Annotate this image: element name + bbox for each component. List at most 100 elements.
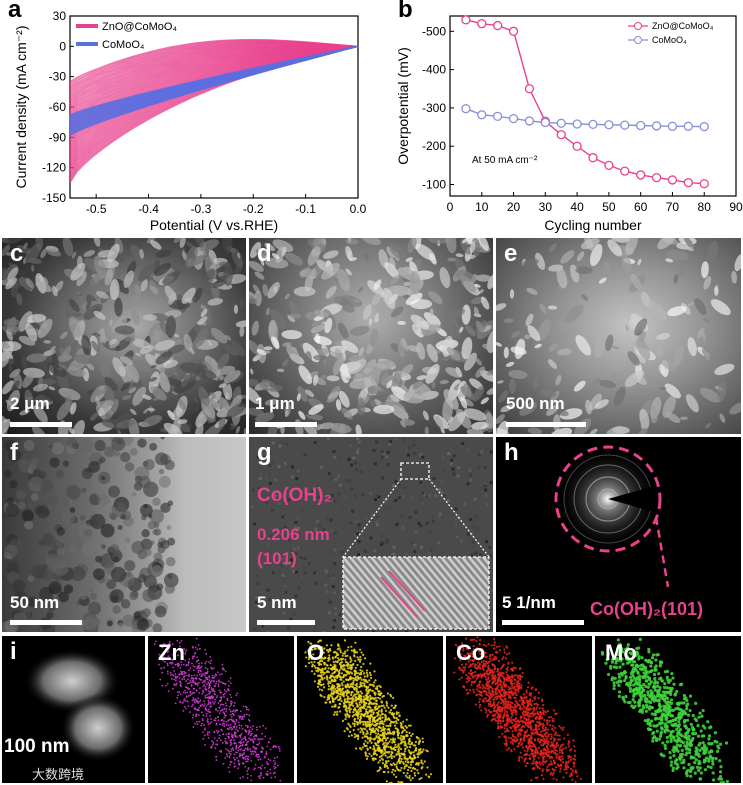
sem-texture-c xyxy=(2,238,246,434)
scalebar-label-g: 5 nm xyxy=(257,593,297,612)
chart-a-ytick: 0 xyxy=(59,39,66,53)
chart-b-xtick: 20 xyxy=(507,200,521,214)
chart-b-xlabel: Cycling number xyxy=(544,217,642,233)
sem-texture-e xyxy=(496,238,741,434)
panel-label-b: b xyxy=(398,0,413,23)
plane-label: (101) xyxy=(257,549,297,568)
chart-a-xtick: -0.5 xyxy=(86,202,107,216)
series-point-0 xyxy=(620,166,630,176)
chart-a-xtick: -0.3 xyxy=(191,202,212,216)
scalebar-f xyxy=(10,620,82,625)
cv-curve-zno xyxy=(69,38,359,83)
panel-label-c: c xyxy=(10,240,24,267)
panel-label-a: a xyxy=(8,0,22,23)
chart-b-xtick: 60 xyxy=(634,200,648,214)
scalebar-label-d: 1 μm xyxy=(255,394,295,413)
watermark: 大数跨境 xyxy=(32,767,85,782)
chart-a-xtick: 0.0 xyxy=(350,202,367,216)
hrtem-zoom-line-right xyxy=(428,478,490,558)
haadf-texture xyxy=(24,649,136,762)
panel-i-haadf-image: i 100 nm 大数跨境 xyxy=(2,636,145,783)
chart-a: -0.5 -0.4 -0.3 -0.2 -0.1 0.0 30 0 -30 -60 -90 -120 -… xyxy=(13,9,367,233)
chart-b: 0 10 20 30 40 50 60 70 80 90-500-400-300-200-100 … xyxy=(395,15,743,233)
chart-b-ytick: -200 xyxy=(422,139,446,153)
scalebar-label-f: 50 nm xyxy=(10,593,60,612)
beam-stop xyxy=(608,477,686,521)
scalebar-d xyxy=(255,422,317,427)
scalebar-c xyxy=(10,422,72,427)
series-point-1 xyxy=(699,122,709,132)
scalebar-label-h: 5 1/nm xyxy=(502,593,556,612)
series-point-0 xyxy=(588,153,598,163)
series-point-0 xyxy=(477,19,487,29)
legend-b-label: ZnO@CoMoO₄ xyxy=(652,21,714,31)
panel-label-i: i xyxy=(10,638,17,665)
eds-map-o: O xyxy=(297,636,443,783)
chart-b-ytick: -500 xyxy=(422,24,446,38)
panel-b: b 0 10 20 30 40 50 60 70 80 90 -500 -400 -300 -200 -10… xyxy=(372,0,743,235)
chart-b-xtick: 90 xyxy=(729,200,743,214)
element-label-zn: Zn xyxy=(158,640,185,665)
chart-a-ytick: -120 xyxy=(42,161,66,175)
chart-b-xtick: 40 xyxy=(570,200,584,214)
diffraction-ring-marker xyxy=(554,445,662,553)
panel-label-g: g xyxy=(257,439,272,466)
series-point-0 xyxy=(683,177,693,188)
hrtem-zoom-line-left xyxy=(342,478,402,558)
ring-pointer xyxy=(654,516,670,588)
series-point-0 xyxy=(524,84,535,94)
series-point-0 xyxy=(556,130,566,140)
series-point-1 xyxy=(667,121,678,131)
d-spacing-label: 0.206 nm xyxy=(257,525,330,544)
series-point-0 xyxy=(508,26,519,36)
cv-curve-comoo4 xyxy=(69,45,359,116)
series-point-0 xyxy=(493,20,503,31)
panel-f-tem-image: f 50 nm xyxy=(2,437,246,632)
lattice-marker-2 xyxy=(388,570,426,612)
chart-a-ylabel: Current density (mA cm⁻²) xyxy=(13,26,29,189)
panel-label-d: d xyxy=(257,240,272,267)
series-point-1 xyxy=(636,120,646,131)
legend-b-marker xyxy=(634,36,642,44)
series-point-1 xyxy=(508,113,519,124)
legend-a-label: CoMoO₄ xyxy=(102,39,145,51)
legend-a-label: ZnO@CoMoO₄ xyxy=(102,21,177,33)
eds-map-mo: Mo xyxy=(595,636,741,783)
eds-map-co: Co xyxy=(446,636,592,783)
series-point-1 xyxy=(477,110,487,120)
series-point-0 xyxy=(667,175,678,185)
panel-c-sem-image: c 2 μm xyxy=(2,238,246,434)
series-point-1 xyxy=(604,120,614,130)
panel-label-f: f xyxy=(10,439,18,466)
series-point-0 xyxy=(699,179,709,189)
ring-label: Co(OH)₂(101) xyxy=(590,599,704,619)
panel-e-sem-image: e 500 nm xyxy=(496,238,741,434)
chart-a-ytick: -30 xyxy=(49,70,67,84)
hrtem-texture-g xyxy=(249,437,493,632)
series-point-0 xyxy=(651,172,662,183)
series-point-0 xyxy=(636,170,646,180)
chart-a-ytick: -150 xyxy=(42,191,66,205)
chart-a-xtick: -0.4 xyxy=(138,202,159,216)
hrtem-inset xyxy=(342,556,490,630)
chart-b-annotation: At 50 mA cm⁻² xyxy=(472,155,538,166)
series-point-1 xyxy=(683,121,693,131)
chart-b-xtick: 50 xyxy=(602,200,616,214)
chart-b-xtick: 80 xyxy=(698,200,712,214)
chart-b-ytick: -100 xyxy=(422,178,446,192)
chart-b-xtick: 70 xyxy=(666,200,680,214)
panel-a: a -0.5 -0.4 -0.3 -0.2 -0.1 0.0 30 0 -30 -60 -90 -12… xyxy=(0,0,372,235)
panel-h-saed-pattern: h 5 1/nm Co(OH)₂(101) xyxy=(496,437,741,632)
element-label-mo: Mo xyxy=(605,640,637,665)
chart-b-ylabel: Overpotential (mV) xyxy=(395,47,411,164)
series-point-1 xyxy=(651,121,662,131)
series-point-1 xyxy=(556,118,566,128)
series-point-1 xyxy=(524,116,535,126)
element-label-co: Co xyxy=(456,640,486,665)
lattice-marker-1 xyxy=(380,576,418,618)
scalebar-e xyxy=(506,422,586,427)
series-line-0 xyxy=(465,19,705,185)
scalebar-label-e: 500 nm xyxy=(506,394,565,413)
chart-a-xlabel: Potential (V vs.RHE) xyxy=(150,217,278,233)
element-label-o: O xyxy=(307,640,325,665)
